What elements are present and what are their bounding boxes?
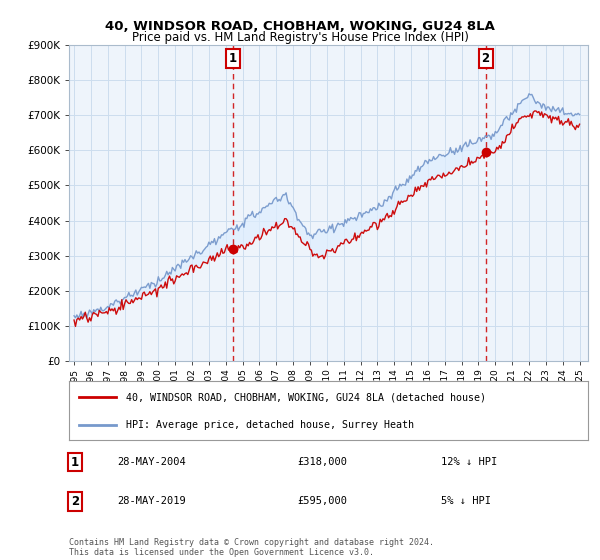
Text: 40, WINDSOR ROAD, CHOBHAM, WOKING, GU24 8LA: 40, WINDSOR ROAD, CHOBHAM, WOKING, GU24 … [105,20,495,32]
Text: 1: 1 [71,455,79,469]
Text: 28-MAY-2004: 28-MAY-2004 [117,457,186,467]
Text: Price paid vs. HM Land Registry's House Price Index (HPI): Price paid vs. HM Land Registry's House … [131,31,469,44]
Text: 12% ↓ HPI: 12% ↓ HPI [441,457,497,467]
Text: £595,000: £595,000 [297,496,347,506]
Text: 2: 2 [481,53,490,66]
Text: 1: 1 [229,53,237,66]
Text: HPI: Average price, detached house, Surrey Heath: HPI: Average price, detached house, Surr… [126,420,414,430]
Text: 2: 2 [71,494,79,508]
Text: 28-MAY-2019: 28-MAY-2019 [117,496,186,506]
Text: 5% ↓ HPI: 5% ↓ HPI [441,496,491,506]
Text: £318,000: £318,000 [297,457,347,467]
Text: 40, WINDSOR ROAD, CHOBHAM, WOKING, GU24 8LA (detached house): 40, WINDSOR ROAD, CHOBHAM, WOKING, GU24 … [126,392,486,402]
Text: Contains HM Land Registry data © Crown copyright and database right 2024.
This d: Contains HM Land Registry data © Crown c… [69,538,434,557]
